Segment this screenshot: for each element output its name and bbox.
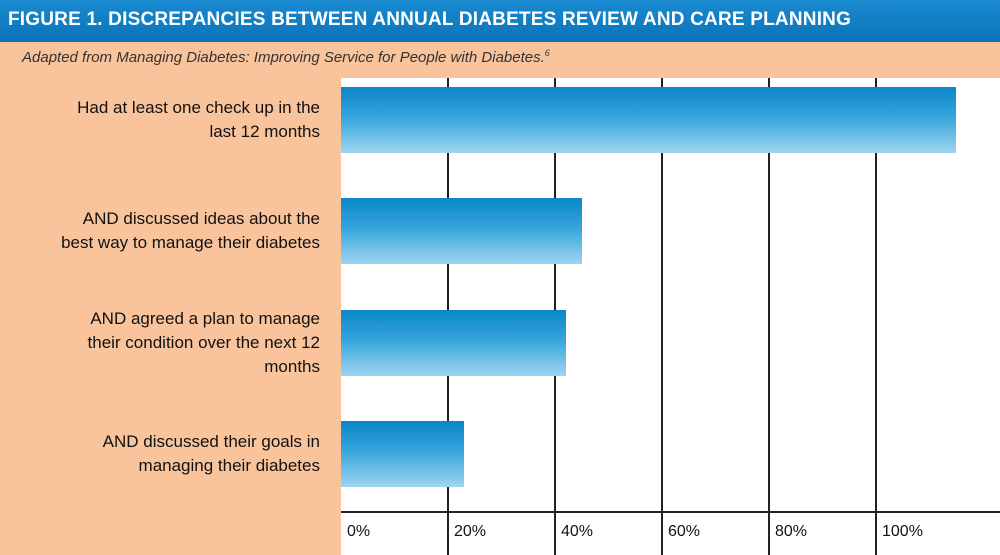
category-label: AND discussed ideas about the best way to… — [61, 209, 320, 252]
subtitle-footnote: 6 — [544, 48, 550, 58]
x-tick-label: 80% — [775, 523, 808, 540]
x-tick-label: 40% — [561, 523, 594, 540]
bar — [341, 421, 465, 487]
category-label: AND agreed a plan to manage their conditi… — [87, 309, 320, 376]
x-tick-label: 20% — [454, 523, 487, 540]
subtitle-text: Adapted from Managing Diabetes: Improvin… — [22, 49, 545, 66]
category-label: Had at least one check up in the last 12 … — [77, 98, 320, 141]
x-tick-label: 0% — [347, 523, 371, 540]
x-axis-line — [341, 511, 1000, 513]
figure-title: FIGURE 1. DISCREPANCIES BETWEEN ANNUAL D… — [0, 0, 1000, 42]
gridline — [768, 78, 770, 555]
bar — [341, 310, 566, 376]
gridline — [661, 78, 663, 555]
plot-area: 0% 20% 40% 60% 80% 100% — [341, 78, 1000, 555]
bar — [341, 198, 582, 264]
x-tick-label: 100% — [882, 523, 923, 540]
bar — [341, 87, 957, 153]
gridline — [875, 78, 877, 555]
x-tick-label: 60% — [668, 523, 701, 540]
figure-subtitle: Adapted from Managing Diabetes: Improvin… — [22, 48, 550, 66]
category-label: AND discussed their goals in managing the… — [102, 432, 320, 475]
